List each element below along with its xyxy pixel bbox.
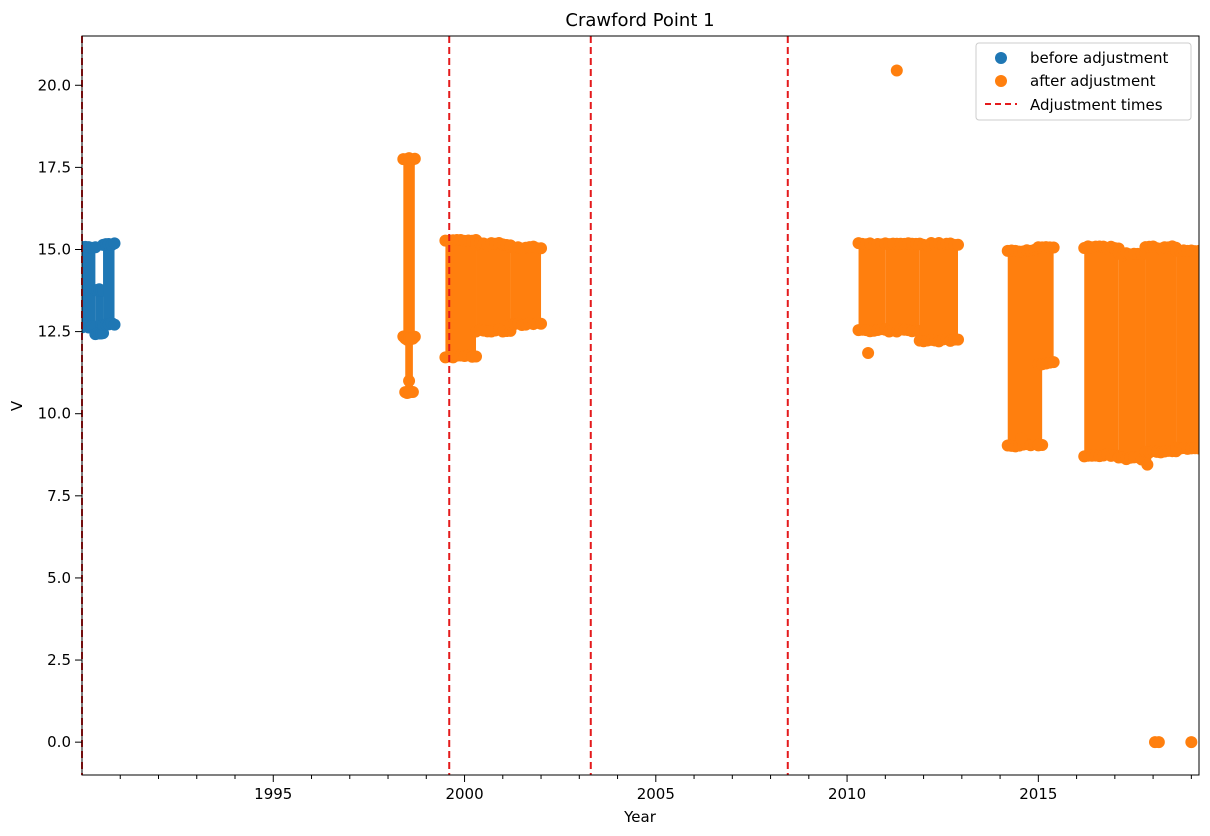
series-before-adjustment (82, 237, 121, 341)
adjustment-lines (81, 36, 789, 775)
legend-marker-after (995, 75, 1007, 87)
scatter-point (403, 386, 416, 399)
legend: before adjustment after adjustment Adjus… (975, 42, 1192, 121)
legend-box (975, 42, 1192, 121)
y-tick-label: 20.0 (38, 76, 71, 94)
scatter-cluster (1176, 249, 1199, 450)
scatter-point (1141, 458, 1154, 471)
y-tick-label: 10.0 (38, 405, 71, 423)
scatter-cluster (510, 246, 542, 326)
y-axis: 0.0 2.5 5.0 7.5 10.0 12.5 15.0 17.5 20.0 (38, 76, 82, 751)
plot-frame (81, 35, 1200, 776)
x-tick-label: 2000 (445, 785, 483, 803)
scatter-point (108, 237, 121, 250)
scatter-cluster (1038, 246, 1054, 365)
scatter-point (1047, 241, 1060, 254)
scatter-cluster (445, 239, 477, 358)
x-axis: 1995 2000 2005 2010 2015 (119, 775, 1192, 803)
legend-label-adjustment: Adjustment times (1030, 96, 1163, 114)
x-tick-label: 1995 (254, 785, 292, 803)
chart-title: Crawford Point 1 (565, 10, 714, 31)
scatter-point (1032, 438, 1045, 451)
scatter-point (1185, 736, 1198, 749)
scatter-point (535, 317, 548, 330)
scatter-cluster (405, 338, 413, 395)
legend-marker-before (995, 52, 1007, 64)
y-tick-label: 12.5 (38, 323, 71, 341)
plot-area (81, 35, 1200, 776)
scatter-cluster (103, 242, 115, 326)
scatter-point (862, 346, 875, 359)
scatter-point (952, 238, 965, 251)
scatter-point (1193, 244, 1199, 257)
y-tick-label: 15.0 (38, 240, 71, 258)
scatter-point (1047, 356, 1060, 369)
y-tick-label: 7.5 (47, 487, 71, 505)
scatter-cluster (403, 157, 415, 339)
x-tick-label: 2005 (637, 785, 675, 803)
scatter-cluster (95, 288, 104, 335)
legend-label-after: after adjustment (1030, 72, 1156, 90)
y-axis-label: V (8, 400, 26, 411)
scatter-point (108, 318, 121, 331)
scatter-point (952, 333, 965, 346)
scatter-point (1193, 442, 1199, 455)
scatter-point (1152, 736, 1165, 749)
scatter-cluster (919, 242, 959, 342)
scatter-cluster (885, 242, 920, 332)
scatter-point (406, 332, 419, 345)
x-tick-label: 2015 (1019, 785, 1057, 803)
scatter-point (408, 152, 421, 165)
y-tick-label: 5.0 (47, 569, 71, 587)
points-layer (82, 64, 1199, 749)
scatter-point (470, 350, 483, 363)
scatter-cluster (82, 246, 96, 329)
scatter-cluster (1007, 249, 1043, 447)
y-tick-label: 17.5 (38, 158, 71, 176)
series-after-adjustment (397, 64, 1199, 749)
legend-label-before: before adjustment (1030, 49, 1168, 67)
y-tick-label: 0.0 (47, 733, 71, 751)
scatter-cluster (1118, 252, 1146, 460)
scatter-point (535, 242, 548, 255)
scatter-cluster (1145, 246, 1177, 454)
y-tick-label: 2.5 (47, 651, 71, 669)
scatter-cluster (858, 242, 886, 332)
scatter-point (890, 64, 903, 77)
x-axis-label: Year (623, 808, 657, 826)
scatter-point (403, 374, 416, 387)
scatter-cluster (476, 242, 511, 332)
scatter-cluster (1084, 246, 1119, 457)
scatter-point (1015, 432, 1028, 445)
x-tick-label: 2010 (828, 785, 866, 803)
